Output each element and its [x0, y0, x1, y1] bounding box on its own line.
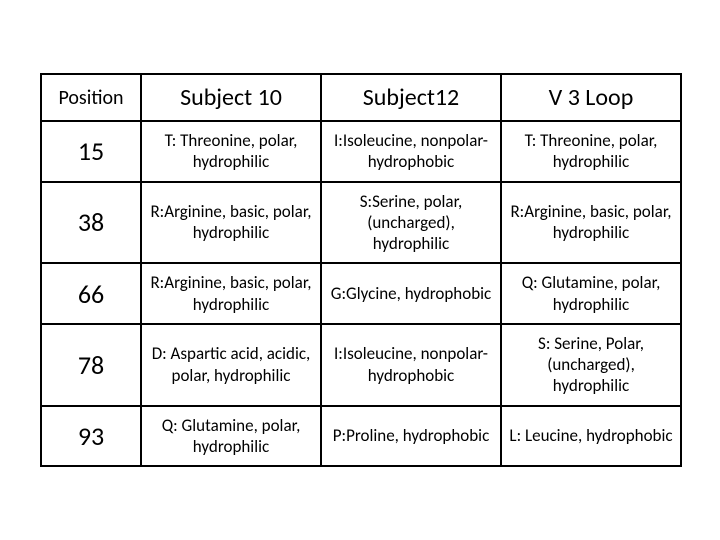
position-cell: 15	[41, 121, 141, 182]
v3loop-cell: R:Arginine, basic, polar, hydrophilic	[501, 182, 681, 264]
table-row: 38 R:Arginine, basic, polar, hydrophilic…	[41, 182, 681, 264]
col-header-v3loop: V 3 Loop	[501, 74, 681, 121]
table-row: 93 Q: Glutamine, polar, hydrophilic P:Pr…	[41, 406, 681, 467]
subject12-cell: S:Serine, polar, (uncharged), hydrophili…	[321, 182, 501, 264]
v3loop-cell: S: Serine, Polar, (uncharged), hydrophil…	[501, 324, 681, 406]
position-cell: 38	[41, 182, 141, 264]
subject10-cell: Q: Glutamine, polar, hydrophilic	[141, 406, 321, 467]
v3loop-cell: L: Leucine, hydrophobic	[501, 406, 681, 467]
table-header-row: Position Subject 10 Subject12 V 3 Loop	[41, 74, 681, 121]
subject12-cell: I:Isoleucine, nonpolar- hydrophobic	[321, 121, 501, 182]
table-row: 78 D: Aspartic acid, acidic, polar, hydr…	[41, 324, 681, 406]
subject10-cell: D: Aspartic acid, acidic, polar, hydroph…	[141, 324, 321, 406]
col-header-subject12: Subject12	[321, 74, 501, 121]
subject10-cell: R:Arginine, basic, polar, hydrophilic	[141, 182, 321, 264]
position-cell: 93	[41, 406, 141, 467]
table-row: 66 R:Arginine, basic, polar, hydrophilic…	[41, 263, 681, 324]
table-row: 15 T: Threonine, polar, hydrophilic I:Is…	[41, 121, 681, 182]
subject12-cell: P:Proline, hydrophobic	[321, 406, 501, 467]
subject12-cell: G:Glycine, hydrophobic	[321, 263, 501, 324]
position-cell: 66	[41, 263, 141, 324]
col-header-position: Position	[41, 74, 141, 121]
v3loop-cell: T: Threonine, polar, hydrophilic	[501, 121, 681, 182]
subject10-cell: T: Threonine, polar, hydrophilic	[141, 121, 321, 182]
amino-acid-table: Position Subject 10 Subject12 V 3 Loop 1…	[40, 73, 682, 467]
subject10-cell: R:Arginine, basic, polar, hydrophilic	[141, 263, 321, 324]
subject12-cell: I:Isoleucine, nonpolar- hydrophobic	[321, 324, 501, 406]
position-cell: 78	[41, 324, 141, 406]
amino-acid-table-container: Position Subject 10 Subject12 V 3 Loop 1…	[40, 73, 680, 467]
v3loop-cell: Q: Glutamine, polar, hydrophilic	[501, 263, 681, 324]
col-header-subject10: Subject 10	[141, 74, 321, 121]
